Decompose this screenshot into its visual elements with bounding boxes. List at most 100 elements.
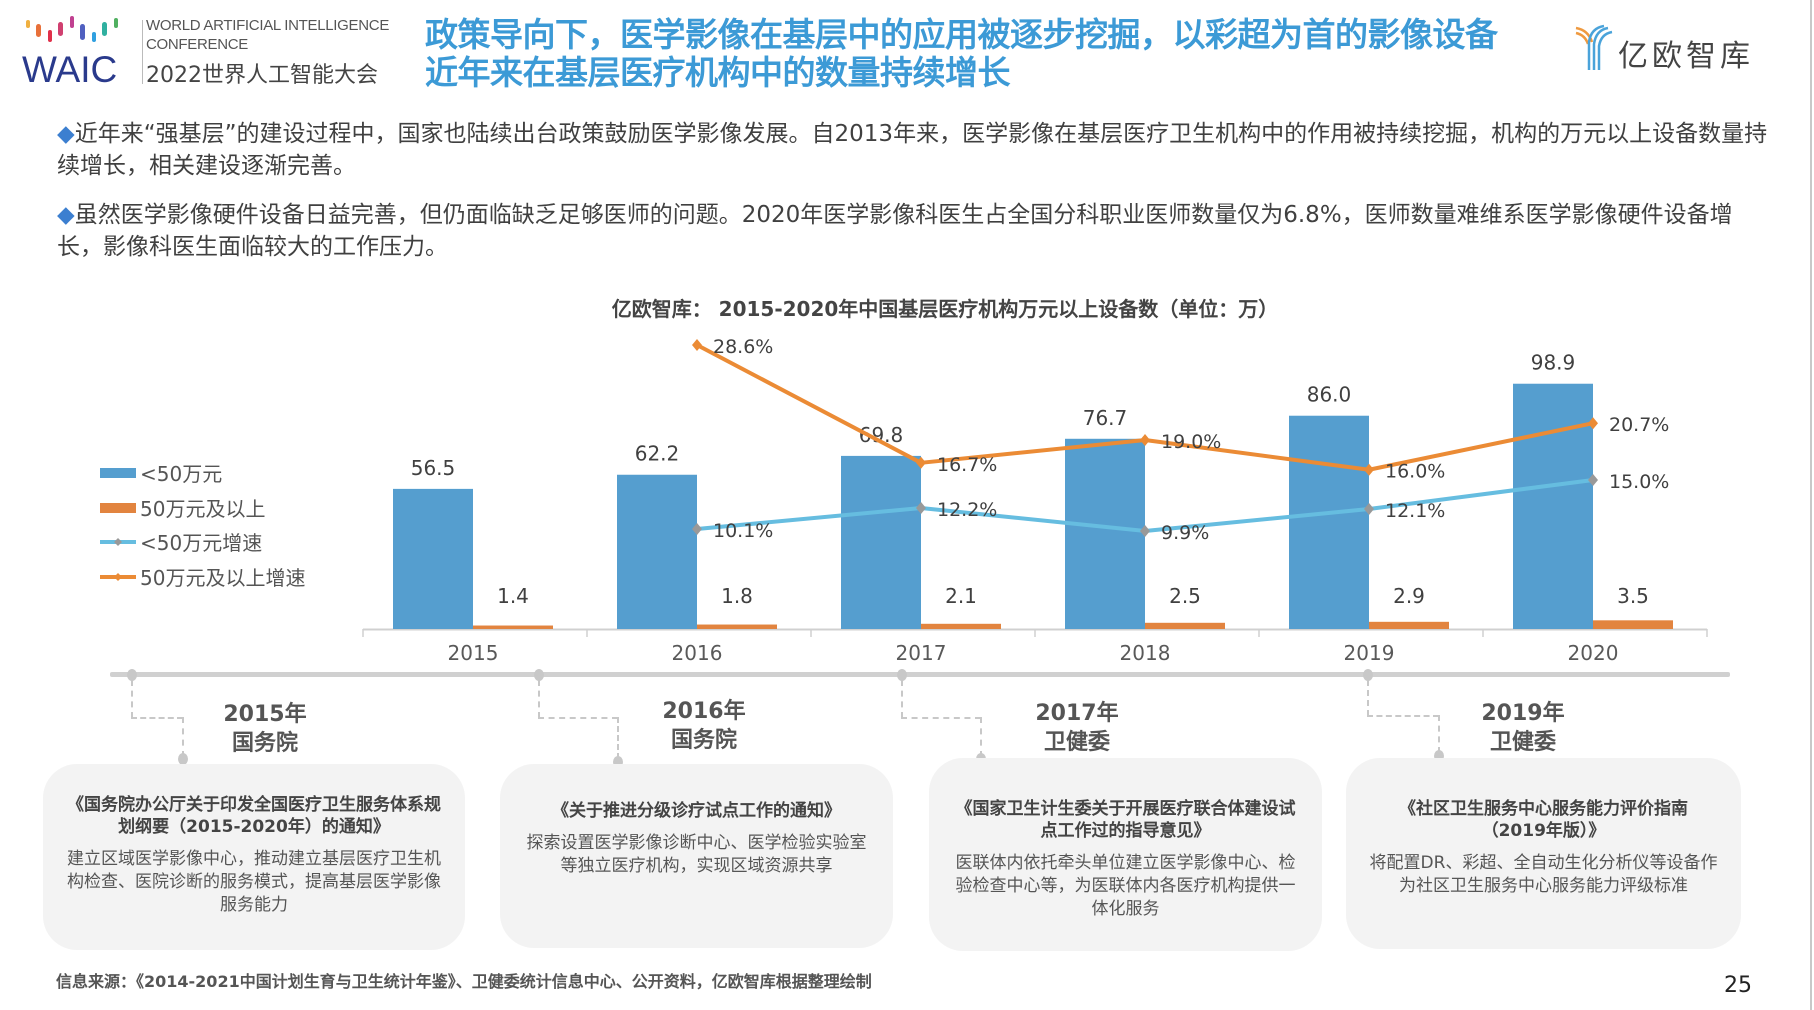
yiou-brand-logo: 亿欧智库	[1575, 24, 1754, 74]
timeline-axis	[110, 672, 1730, 677]
legend-label: <50万元增速	[140, 531, 263, 555]
x-tick-label: 2015	[448, 641, 499, 665]
bar-small	[1065, 438, 1145, 629]
growth-marker	[916, 502, 926, 514]
yiou-y-icon	[1575, 24, 1613, 70]
diamond-bullet-icon: ◆	[57, 121, 75, 147]
bar-data-label: 3.5	[1617, 584, 1649, 608]
growth-data-label: 9.9%	[1161, 522, 1209, 544]
page-number: 25	[1724, 973, 1752, 998]
growth-marker	[692, 523, 702, 535]
slide-edge-divider	[1810, 0, 1812, 1010]
timeline-dot	[534, 669, 544, 681]
growth-data-label: 16.7%	[937, 454, 997, 476]
legend-label: <50万元	[140, 462, 223, 486]
x-tick-label: 2018	[1120, 641, 1171, 665]
x-tick-label: 2016	[672, 641, 723, 665]
paragraph-1-text: 近年来“强基层”的建设过程中，国家也陆续出台政策鼓励医学影像发展。自2013年来…	[57, 121, 1768, 179]
bar-data-label: 98.9	[1531, 351, 1576, 375]
timeline-heading-2017: 2017年卫健委	[997, 699, 1157, 757]
x-tick-label: 2019	[1344, 641, 1395, 665]
growth-data-label: 15.0%	[1609, 471, 1669, 493]
growth-marker	[692, 339, 702, 351]
timeline-org: 国务院	[670, 728, 737, 753]
timeline-connector	[617, 717, 619, 759]
bar-data-label: 2.9	[1393, 584, 1425, 608]
policy-doc-title: 《国务院办公厅关于印发全国医疗卫生服务体系规划纲要（2015-2020年）的通知…	[67, 795, 441, 837]
paragraph-2: ◆虽然医学影像硬件设备日益完善，但仍面临缺乏足够医师的问题。2020年医学影像科…	[57, 199, 1777, 263]
timeline-dot	[1363, 669, 1373, 681]
paragraph-2-text: 虽然医学影像硬件设备日益完善，但仍面临缺乏足够医师的问题。2020年医学影像科医…	[57, 202, 1733, 260]
diamond-bullet-icon: ◆	[57, 202, 75, 228]
bar-large	[1369, 621, 1449, 629]
legend-line-swatch	[100, 572, 136, 581]
chart-title: 亿欧智库： 2015-2020年中国基层医疗机构万元以上设备数（单位：万）	[611, 297, 1279, 321]
bar-data-label: 2.1	[945, 584, 977, 608]
bar-data-label: 2.5	[1169, 584, 1201, 608]
growth-marker	[1140, 434, 1150, 447]
policy-desc: 将配置DR、彩超、全自动生化分析仪等设备作为社区卫生服务中心服务能力评级标准	[1369, 853, 1718, 896]
timeline-dot	[613, 756, 623, 768]
svg-text:亿欧智库: 亿欧智库	[1618, 39, 1754, 74]
timeline-org: 卫健委	[1489, 730, 1556, 755]
timeline-connector	[980, 717, 982, 757]
bar-data-label: 1.8	[721, 584, 753, 608]
legend-item-bar-large: 50万元及以上	[100, 493, 265, 522]
svg-text:WAIC: WAIC	[22, 49, 117, 86]
timeline-year: 2019年	[1481, 701, 1565, 726]
policy-card-2019: 《社区卫生服务中心服务能力评价指南（2019年版）》 将配置DR、彩超、全自动生…	[1346, 758, 1741, 949]
bar-small	[1289, 415, 1369, 629]
waic-en-line1: WORLD ARTIFICIAL INTELLIGENCE	[146, 17, 390, 34]
growth-marker	[916, 456, 926, 469]
x-tick-label: 2020	[1568, 641, 1619, 665]
paragraph-1: ◆近年来“强基层”的建设过程中，国家也陆续出台政策鼓励医学影像发展。自2013年…	[57, 118, 1777, 182]
bar-small	[1513, 383, 1593, 629]
timeline-connector	[901, 717, 981, 719]
policy-desc: 探索设置医学影像诊断中心、医学检验实验室等独立医疗机构，实现区域资源共享	[526, 833, 867, 876]
growth-data-label: 10.1%	[713, 520, 773, 542]
timeline-heading-2019: 2019年卫健委	[1443, 699, 1603, 757]
growth-marker	[1364, 503, 1374, 515]
growth-marker	[1140, 525, 1150, 537]
legend-label: 50万元及以上	[140, 497, 266, 521]
policy-card-2015: 《国务院办公厅关于印发全国医疗卫生服务体系规划纲要（2015-2020年）的通知…	[43, 764, 465, 950]
timeline-connector	[182, 717, 184, 757]
waic-en-line2: CONFERENCE	[146, 36, 249, 53]
timeline-dot	[897, 669, 907, 681]
growth-marker	[1588, 417, 1598, 430]
legend-line-swatch	[100, 537, 136, 546]
timeline-connector	[131, 680, 133, 718]
timeline-year: 2015年	[223, 702, 307, 727]
timeline-year: 2017年	[1035, 701, 1119, 726]
timeline-connector	[131, 717, 183, 719]
policy-doc-title: 《国家卫生计生委关于开展医疗联合体建设试点工作过的指导意见》	[955, 799, 1296, 841]
legend-swatch	[100, 502, 136, 513]
bar-data-label: 56.5	[411, 456, 456, 480]
waic-dots-icon	[26, 16, 118, 42]
bar-large	[473, 625, 553, 629]
timeline-heading-2016: 2016年国务院	[624, 697, 784, 755]
waic-cn-name: 2022世界人工智能大会	[146, 63, 378, 88]
bar-large	[1145, 622, 1225, 629]
growth-marker	[1364, 463, 1374, 476]
x-tick-label: 2017	[896, 641, 947, 665]
header-divider	[142, 20, 143, 84]
growth-data-label: 20.7%	[1609, 414, 1669, 436]
bar-small	[393, 488, 473, 629]
timeline-year: 2016年	[662, 699, 746, 724]
growth-data-label: 12.2%	[937, 499, 997, 521]
growth-data-label: 12.1%	[1385, 500, 1445, 522]
legend-swatch	[100, 467, 136, 478]
growth-data-label: 19.0%	[1161, 431, 1221, 453]
legend-item-line-small: <50万元增速	[100, 527, 262, 556]
equipment-chart: 2015 2016 2017 2018 2019 202056.562.269.876.7…	[362, 336, 1708, 665]
timeline-org: 卫健委	[1043, 730, 1110, 755]
growth-data-label: 16.0%	[1385, 461, 1445, 483]
bar-data-label: 1.4	[497, 584, 529, 608]
timeline-heading-2015: 2015年 国务院	[185, 700, 345, 758]
page-title-line2: 近年来在基层医疗机构中的数量持续增长	[425, 53, 1010, 92]
policy-doc-title: 《关于推进分级诊疗试点工作的通知》	[552, 801, 841, 821]
timeline-connector	[1438, 715, 1440, 753]
bar-data-label: 76.7	[1083, 406, 1128, 430]
legend-item-bar-small: <50万元	[100, 458, 222, 487]
